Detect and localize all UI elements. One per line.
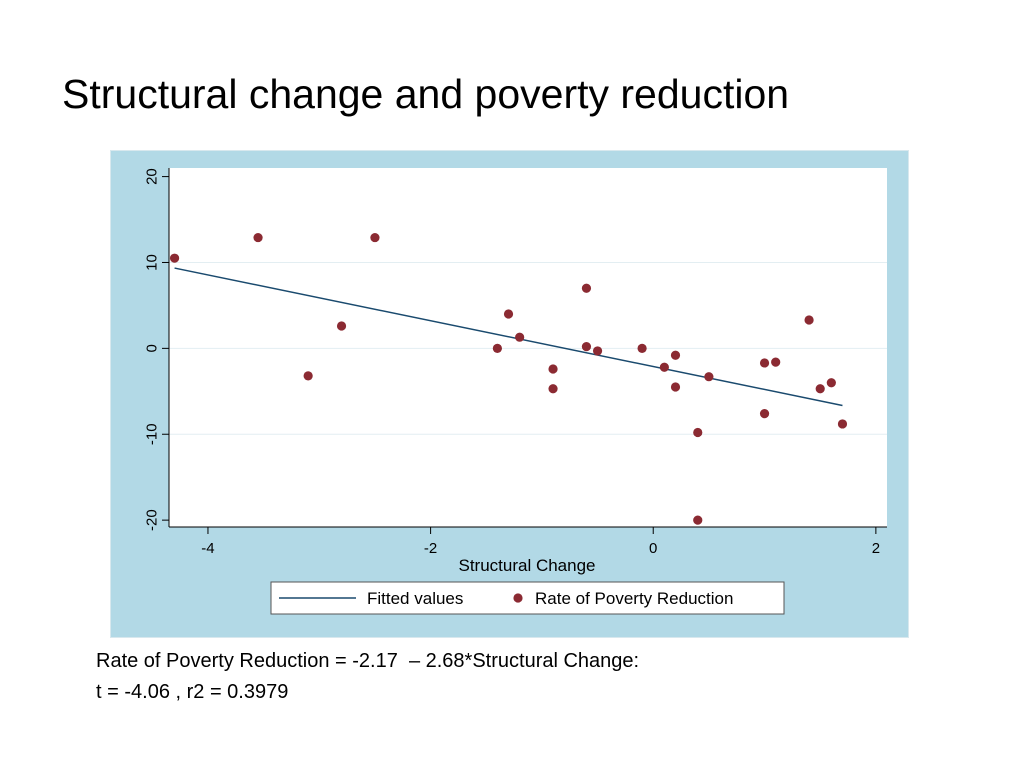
- y-tick-label: 10: [144, 254, 161, 271]
- data-point: [826, 378, 836, 388]
- data-point: [759, 358, 770, 368]
- y-tick-label: 20: [144, 168, 161, 185]
- data-point: [303, 371, 313, 381]
- data-point: [253, 232, 263, 243]
- data-point: [548, 364, 558, 374]
- y-tick-label: 0: [144, 344, 161, 352]
- legend: Fitted values Rate of Poverty Reduction: [270, 581, 785, 615]
- equation-line-1: Rate of Poverty Reduction = -2.17 – 2.68…: [96, 650, 640, 672]
- data-point: [548, 384, 558, 394]
- slide-title: Structural change and poverty reduction: [62, 71, 790, 117]
- data-point: [704, 372, 714, 382]
- data-point: [370, 232, 380, 243]
- data-point: [693, 427, 703, 438]
- data-point: [503, 309, 514, 319]
- x-axis: -4 -2 0 2: [169, 526, 887, 557]
- data-point: [592, 346, 603, 356]
- data-point: [759, 409, 770, 419]
- data-point: [804, 315, 814, 325]
- legend-point-swatch: [513, 593, 523, 603]
- data-point: [169, 253, 180, 263]
- data-point: [581, 283, 592, 293]
- x-tick-label: 2: [872, 540, 880, 557]
- legend-box: [270, 581, 785, 615]
- data-point: [670, 382, 681, 392]
- y-axis: 20 10 0 -10 -20: [144, 168, 170, 531]
- y-tick-label: -20: [144, 509, 161, 531]
- data-point: [637, 343, 647, 353]
- legend-label-points: Rate of Poverty Reduction: [535, 589, 733, 608]
- data-points: [169, 232, 848, 525]
- fitted-values-line: [174, 267, 843, 407]
- legend-label-fitted: Fitted values: [367, 589, 463, 608]
- regression-equation: Rate of Poverty Reduction = -2.17 – 2.68…: [96, 646, 639, 708]
- data-point: [492, 343, 502, 353]
- chart-frame: 20 10 0 -10 -20 -4 -2 0 2 Structural Change Fit…: [110, 150, 909, 638]
- data-point: [771, 357, 781, 367]
- data-point: [670, 350, 681, 360]
- data-point: [837, 419, 848, 429]
- plot-area: [169, 168, 887, 527]
- data-point: [659, 362, 669, 372]
- data-point: [581, 342, 592, 352]
- x-tick-label: -4: [201, 540, 214, 557]
- equation-line-2: t = -4.06 , r2 = 0.3979: [96, 681, 289, 703]
- x-tick-label: 0: [649, 540, 657, 557]
- data-point: [336, 321, 347, 331]
- data-point: [815, 384, 825, 394]
- data-point: [515, 332, 525, 342]
- data-point: [693, 515, 703, 525]
- gridlines: [169, 261, 887, 435]
- x-axis-label: Structural Change: [458, 556, 595, 575]
- y-tick-label: -10: [144, 423, 161, 445]
- x-tick-label: -2: [424, 540, 437, 557]
